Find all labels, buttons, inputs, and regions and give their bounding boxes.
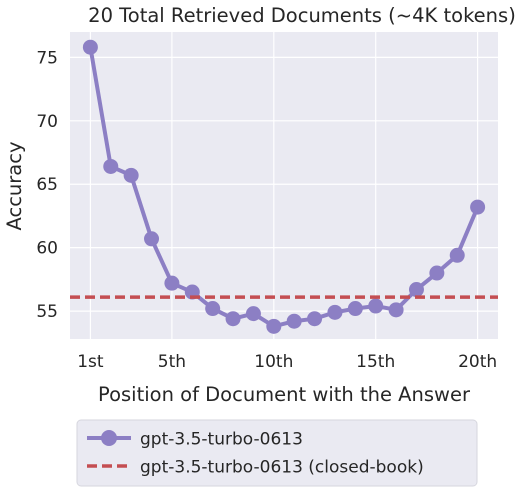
data-point xyxy=(245,306,261,322)
legend-label: gpt-3.5-turbo-0613 (closed-book) xyxy=(140,458,424,478)
data-point xyxy=(429,265,445,281)
data-point xyxy=(307,311,323,327)
plot-area xyxy=(70,32,498,339)
data-point xyxy=(408,282,424,298)
grid-lines xyxy=(70,32,498,339)
legend-label: gpt-3.5-turbo-0613 xyxy=(140,430,303,450)
data-point xyxy=(347,301,363,317)
series-layer xyxy=(70,39,498,334)
data-point xyxy=(164,275,180,291)
data-point xyxy=(470,199,486,215)
x-tick-label: 5th xyxy=(158,352,186,372)
data-point xyxy=(123,167,139,183)
y-tick-label: 70 xyxy=(36,112,58,132)
data-point xyxy=(225,311,241,327)
x-axis-label: Position of Document with the Answer xyxy=(98,383,471,406)
data-point xyxy=(327,304,343,320)
data-point xyxy=(144,231,160,247)
data-point xyxy=(286,313,302,329)
data-point xyxy=(368,298,384,314)
legend-marker-swatch xyxy=(101,430,117,446)
x-tick-label: 10th xyxy=(254,352,293,372)
y-tick-label: 75 xyxy=(36,48,58,68)
data-point xyxy=(449,247,465,263)
x-tick-label: 20th xyxy=(458,352,497,372)
y-tick-label: 65 xyxy=(36,175,58,195)
data-point xyxy=(266,318,282,334)
x-tick-label: 15th xyxy=(356,352,395,372)
y-tick-label: 55 xyxy=(36,302,58,322)
y-tick-label: 60 xyxy=(36,239,58,259)
data-point xyxy=(205,301,221,317)
x-tick-labels: 1st 5th 10th 15th 20th xyxy=(77,352,497,372)
legend-box xyxy=(76,419,478,487)
data-point xyxy=(82,39,98,55)
chart-title: 20 Total Retrieved Documents (~4K tokens… xyxy=(88,4,516,27)
legend: gpt-3.5-turbo-0613 gpt-3.5-turbo-0613 (c… xyxy=(76,419,478,487)
y-axis-label: Accuracy xyxy=(3,141,26,230)
data-point xyxy=(388,302,404,318)
y-tick-labels: 55 60 65 70 75 xyxy=(36,48,58,322)
data-point xyxy=(103,158,119,174)
x-tick-label: 1st xyxy=(77,352,104,372)
